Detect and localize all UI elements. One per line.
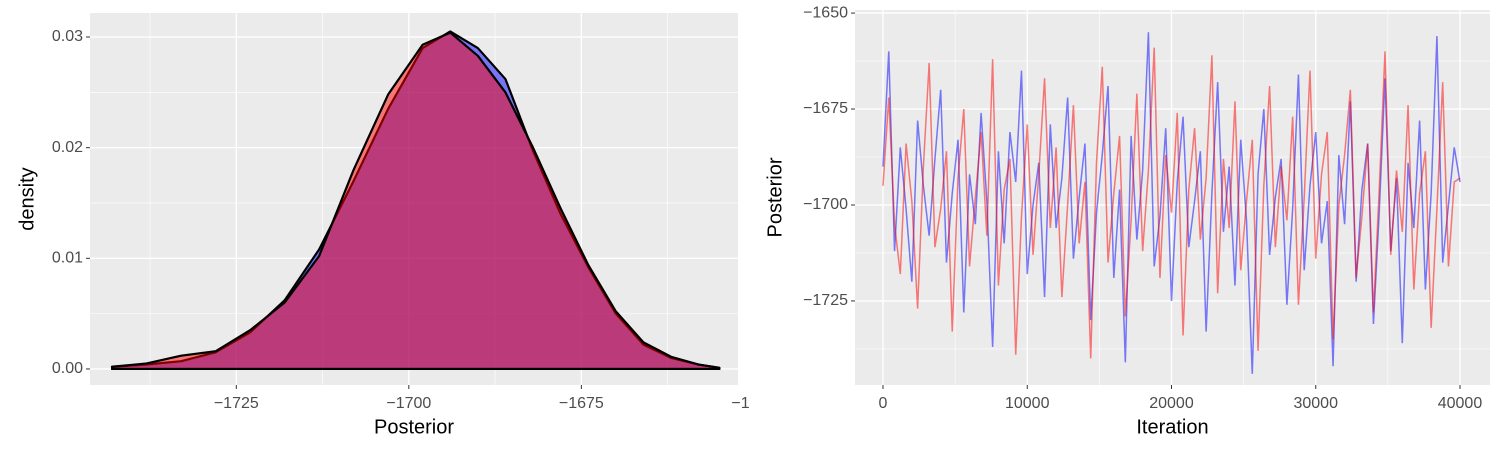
- y-tick-label: 0.03: [52, 28, 83, 45]
- x-tick-label: −1700: [386, 395, 431, 412]
- x-tick-label: 0: [879, 395, 888, 412]
- density-chart: −1725 −1700 −1675 −1650 0.00 0.01 0.02 0.03 Post…: [16, 13, 776, 438]
- x-tick-label: 30000: [1293, 395, 1338, 412]
- y-tick-label: −1650: [803, 4, 848, 21]
- x-tick-label: 20000: [1149, 395, 1194, 412]
- y-tick-label: −1700: [803, 196, 848, 213]
- x-tick-label: −1725: [214, 395, 259, 412]
- x-tick-label: −1675: [559, 395, 604, 412]
- y-tick-label: −1725: [803, 292, 848, 309]
- y-tick-label: 0.01: [52, 250, 83, 267]
- x-tick-label: −1650: [731, 395, 776, 412]
- trace-chart: 0 10000 20000 30000 40000 −1650 −1675 −1700 −172…: [764, 4, 1490, 438]
- x-tick-label: 10000: [1005, 395, 1050, 412]
- y-tick-label: 0.00: [52, 360, 83, 377]
- y-tick-label: −1675: [803, 100, 848, 117]
- density-area: [110, 31, 721, 371]
- y-axis-title: density: [16, 167, 38, 230]
- x-axis-title: Iteration: [1136, 416, 1208, 438]
- y-tick-label: 0.02: [52, 139, 83, 156]
- trace-line: [882, 47, 1461, 359]
- y-axis-title: Posterior: [764, 157, 786, 237]
- x-axis-title: Posterior: [374, 416, 454, 438]
- x-tick-label: 40000: [1438, 395, 1483, 412]
